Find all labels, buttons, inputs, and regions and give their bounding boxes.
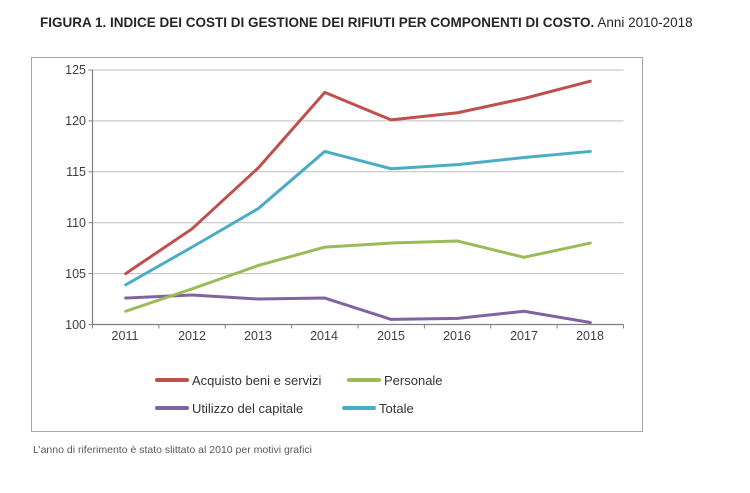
legend-swatch-acquisto xyxy=(155,378,189,382)
x-axis-label-2011: 2011 xyxy=(111,329,139,343)
series-line-personale xyxy=(124,239,592,313)
figure-title-main: FIGURA 1. INDICE DEI COSTI DI GESTIONE D… xyxy=(40,15,595,30)
legend-label-acquisto: Acquisto beni e servizi xyxy=(192,372,322,388)
legend-item-capitale: Utilizzo del capitale xyxy=(155,399,303,417)
legend-label-totale: Totale xyxy=(379,400,414,416)
y-axis-label-120: 120 xyxy=(65,114,86,128)
figure-title-years: Anni 2010-2018 xyxy=(594,15,693,30)
legend-swatch-capitale xyxy=(155,406,189,410)
x-axis-label-2016: 2016 xyxy=(443,329,471,343)
figure-title: FIGURA 1. INDICE DEI COSTI DI GESTIONE D… xyxy=(40,15,693,30)
figure-footnote: L’anno di riferimento è stato slittato a… xyxy=(33,444,312,456)
line-chart-plot xyxy=(88,69,624,329)
y-axis-label-125: 125 xyxy=(65,63,86,77)
x-axis-label-2015: 2015 xyxy=(377,329,405,343)
legend-label-capitale: Utilizzo del capitale xyxy=(192,400,304,416)
x-axis-label-2017: 2017 xyxy=(510,329,538,343)
legend-label-personale: Personale xyxy=(384,372,443,388)
y-axis-label-110: 110 xyxy=(66,216,86,230)
x-axis-label-2012: 2012 xyxy=(178,329,206,343)
chart-area: 125 120 115 110 105 100 2011 2012 2013 2… xyxy=(31,57,643,432)
legend-item-totale: Totale xyxy=(342,399,414,417)
series-line-totale xyxy=(124,149,592,287)
y-axis-label-115: 115 xyxy=(66,165,86,179)
series-line-acquisto-beni-e-servizi xyxy=(124,79,592,276)
y-axis-label-100: 100 xyxy=(65,318,86,332)
y-axis-label-105: 105 xyxy=(65,267,86,281)
x-axis-label-2014: 2014 xyxy=(310,329,338,343)
legend-item-personale: Personale xyxy=(347,371,443,389)
legend-item-acquisto: Acquisto beni e servizi xyxy=(155,371,321,389)
series-line-utilizzo-del-capitale xyxy=(124,293,592,324)
x-axis-label-2018: 2018 xyxy=(576,329,604,343)
legend-swatch-personale xyxy=(347,378,381,382)
x-axis-label-2013: 2013 xyxy=(244,329,272,343)
legend-swatch-totale xyxy=(342,406,376,410)
